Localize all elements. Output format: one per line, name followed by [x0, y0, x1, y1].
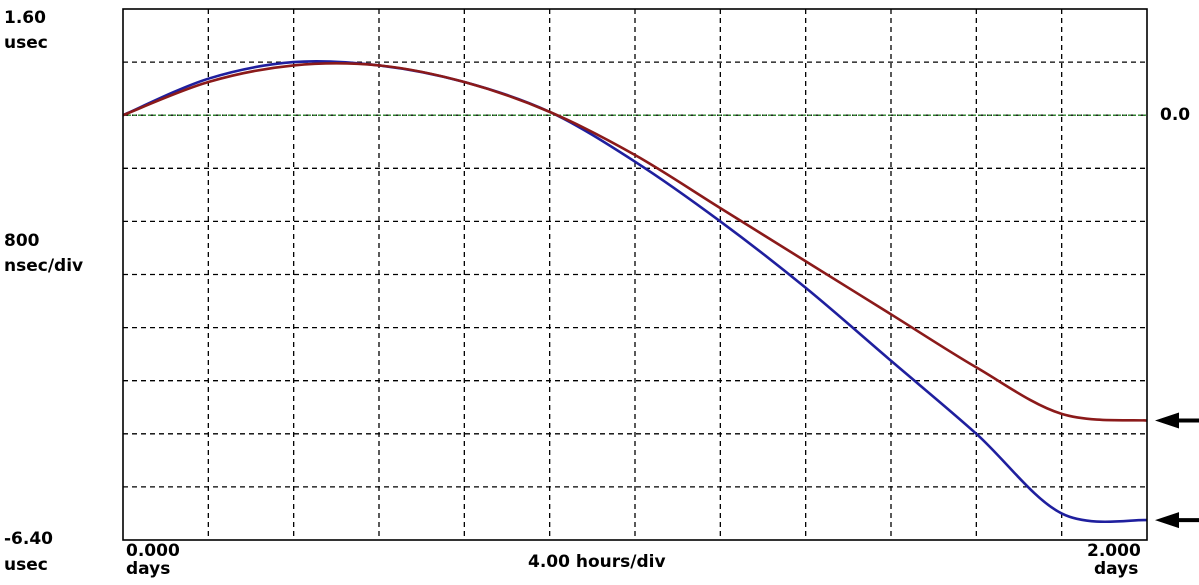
x-start-unit-label: days [126, 559, 171, 579]
series-line-1 [122, 59, 1148, 524]
end-arrows [1155, 412, 1199, 529]
x-scale-label: 4.00 hours/div [528, 552, 666, 572]
y-top-value-label: 1.60 [4, 8, 46, 28]
x-end-value-label: 2.000 [1087, 541, 1141, 561]
series-line-2 [122, 62, 1148, 422]
y-scale-unit-label: nsec/div [4, 256, 84, 276]
x-start-value-label: 0.000 [126, 541, 180, 561]
series-group [122, 59, 1148, 524]
y-top-unit-label: usec [4, 33, 48, 53]
zero-reference-label: 0.0 [1160, 105, 1191, 125]
end-arrow-1 [1155, 512, 1199, 529]
grid [123, 9, 1147, 540]
y-scale-value-label: 800 [4, 231, 40, 251]
plot-frame [122, 8, 1148, 541]
y-bottom-value-label: -6.40 [4, 529, 53, 549]
y-bottom-unit-label: usec [4, 555, 48, 575]
x-end-unit-label: days [1094, 559, 1139, 579]
end-arrow-2 [1155, 412, 1199, 429]
